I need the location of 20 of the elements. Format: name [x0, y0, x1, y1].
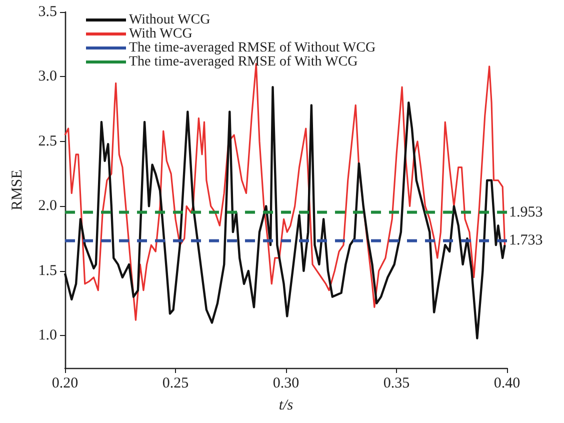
annotation: 1.733 — [509, 232, 543, 249]
x-tick-label: 0.20 — [52, 376, 78, 392]
y-tick-label: 2.0 — [38, 198, 57, 214]
y-tick-label: 3.0 — [38, 68, 57, 85]
line-series — [64, 86, 506, 340]
legend-label: With WCG — [129, 26, 192, 42]
x-tick-label: 0.25 — [162, 376, 189, 392]
x-axis-title: t/s — [278, 398, 294, 414]
y-axis-title: RMSE — [10, 170, 26, 210]
x-tick-label: 0.30 — [272, 376, 300, 392]
x-tick-label: 0.40 — [494, 376, 520, 392]
x-tick-label: 0.35 — [383, 376, 410, 392]
annotation: 1.953 — [509, 204, 543, 220]
y-tick-label: 3.5 — [38, 4, 57, 20]
legend-label: The time-averaged RMSE of Without WCG — [129, 40, 376, 56]
legend-label: Without WCG — [129, 12, 210, 28]
legend-label: The time-averaged RMSE of With WCG — [129, 54, 358, 70]
y-tick-label: 1.0 — [38, 328, 57, 344]
y-tick-label: 2.5 — [38, 133, 57, 150]
y-tick-label: 1.5 — [38, 262, 57, 279]
